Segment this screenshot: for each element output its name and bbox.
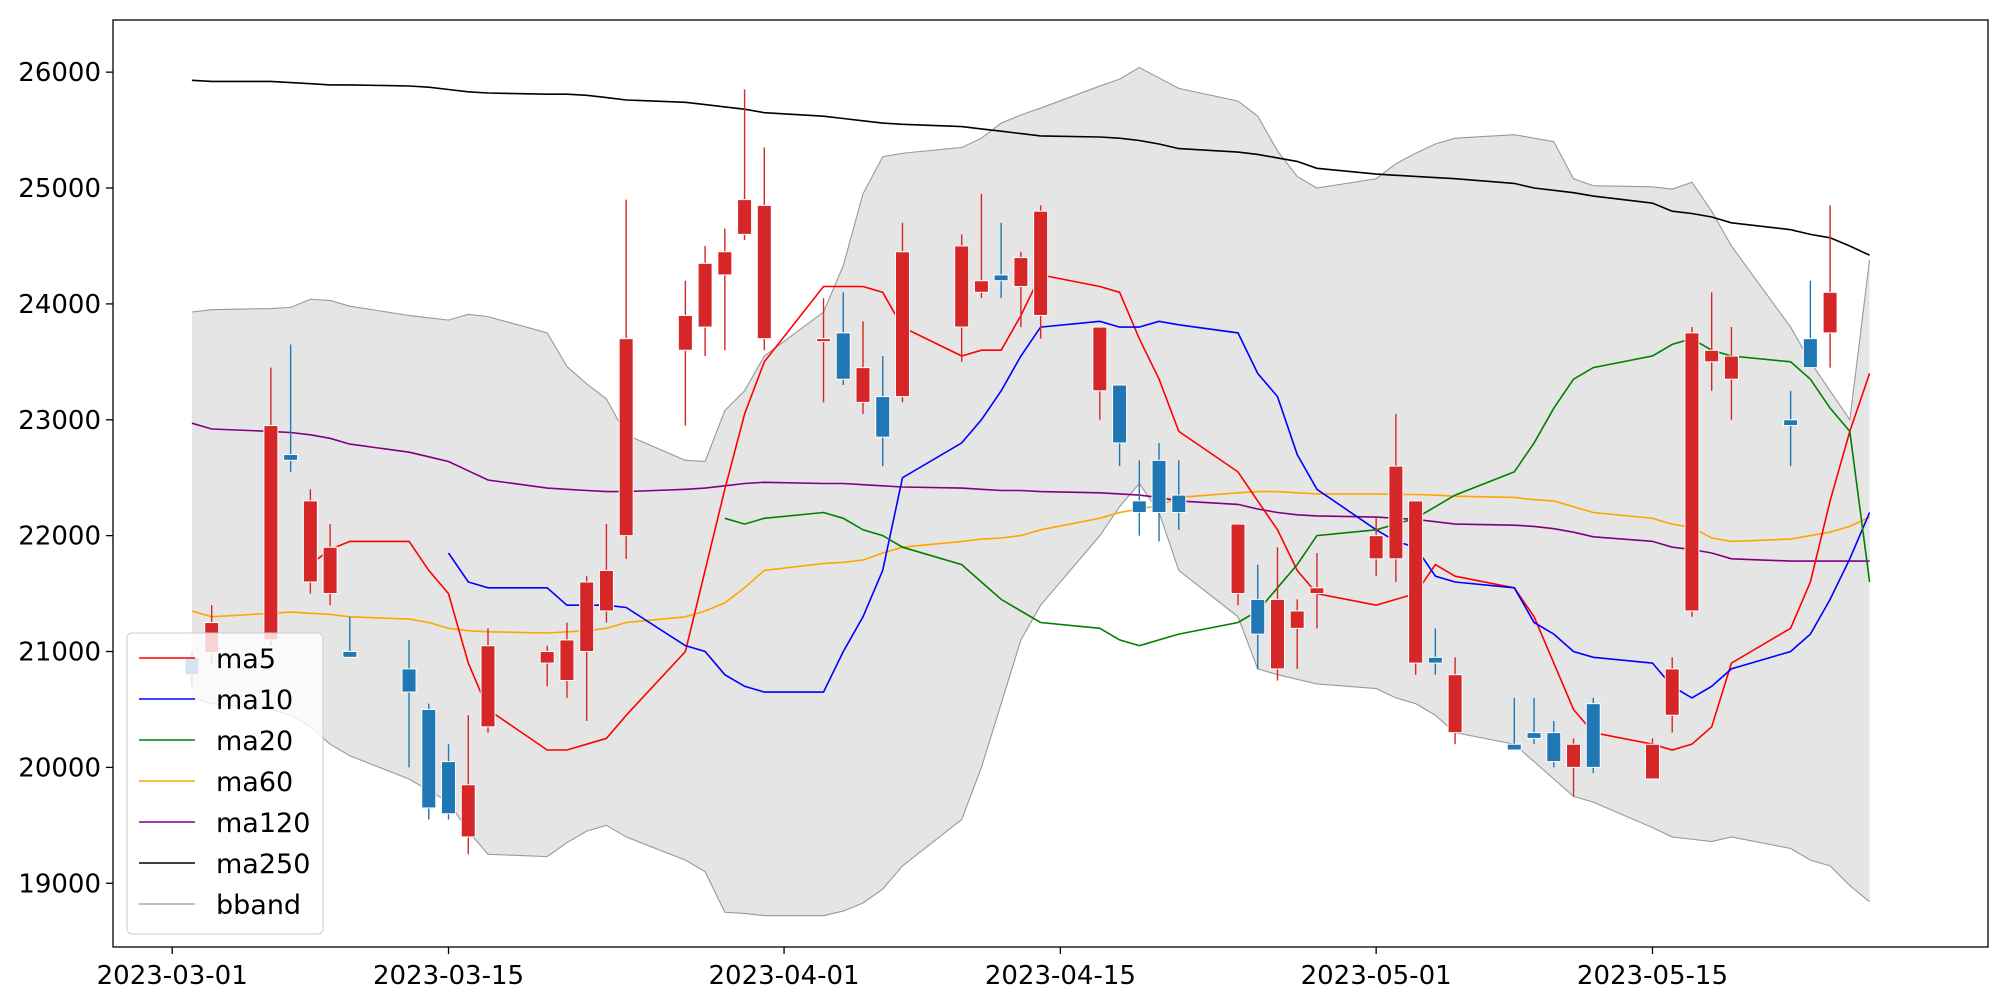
candle-body bbox=[1230, 523, 1246, 595]
candle-body bbox=[1704, 349, 1720, 363]
ma10-line bbox=[447, 320, 1871, 699]
candle-body bbox=[1506, 743, 1522, 751]
candle-body bbox=[1585, 703, 1601, 768]
candle-body bbox=[717, 251, 733, 276]
candle-body bbox=[816, 338, 832, 343]
y-tick-label: 24000 bbox=[18, 290, 101, 320]
x-tick-label: 2023-05-15 bbox=[1577, 961, 1728, 991]
y-tick-label: 19000 bbox=[18, 869, 101, 899]
x-tick-label: 2023-05-01 bbox=[1301, 961, 1452, 991]
x-axis: 2023-03-01 2023-03-15 2023-04-01 2023-04-15… bbox=[97, 947, 1728, 991]
candle-body bbox=[322, 546, 338, 595]
candle-body bbox=[1289, 610, 1305, 629]
candle-body bbox=[1546, 732, 1562, 763]
legend: ma5 ma10 ma20 ma60 ma120 ma250 bband bbox=[126, 632, 324, 935]
legend-label-ma250: ma250 bbox=[216, 849, 310, 880]
candle-body bbox=[894, 251, 910, 398]
candle-body bbox=[302, 500, 318, 583]
candle-body bbox=[1131, 500, 1147, 513]
candle-body bbox=[401, 668, 417, 693]
x-tick-label: 2023-04-01 bbox=[708, 961, 859, 991]
ma5-line bbox=[309, 273, 1871, 751]
candle-body bbox=[1013, 257, 1029, 288]
candle-body bbox=[1684, 332, 1700, 612]
x-tick-label: 2023-03-01 bbox=[97, 961, 248, 991]
candle-body bbox=[1822, 291, 1838, 334]
legend-label-ma10: ma10 bbox=[216, 685, 293, 716]
y-tick-label: 21000 bbox=[18, 638, 101, 668]
y-tick-label: 20000 bbox=[18, 753, 101, 783]
candle-body bbox=[263, 425, 279, 641]
candle-body bbox=[855, 367, 871, 403]
legend-label-ma60: ma60 bbox=[216, 767, 293, 798]
candle-body bbox=[1112, 384, 1128, 444]
ma60-line bbox=[191, 490, 1870, 634]
candle-body bbox=[1151, 459, 1167, 513]
candle-body bbox=[1664, 668, 1680, 716]
candlesticks-layer bbox=[184, 89, 1838, 855]
legend-box bbox=[126, 632, 324, 935]
y-tick-label: 23000 bbox=[18, 406, 101, 436]
legend-label-ma120: ma120 bbox=[216, 808, 310, 839]
candle-body bbox=[954, 245, 970, 328]
candle-body bbox=[342, 651, 358, 658]
candle-body bbox=[1033, 210, 1049, 316]
candle-body bbox=[539, 651, 555, 664]
candle-body bbox=[875, 396, 891, 438]
candle-body bbox=[441, 761, 457, 815]
candle-body bbox=[1427, 656, 1443, 664]
candle-body bbox=[756, 204, 772, 340]
candle-body bbox=[737, 199, 753, 235]
candle-body bbox=[1447, 674, 1463, 734]
ma250-line bbox=[191, 79, 1870, 256]
plot-area-frame bbox=[112, 19, 1989, 948]
legend-label-bband: bband bbox=[216, 890, 301, 921]
candle-body bbox=[835, 332, 851, 380]
x-tick-label: 2023-03-15 bbox=[373, 961, 524, 991]
candle-body bbox=[677, 314, 693, 351]
candle-body bbox=[973, 280, 989, 293]
candle-body bbox=[618, 338, 634, 537]
candle-body bbox=[283, 454, 299, 461]
candle-body bbox=[1368, 535, 1384, 560]
legend-label-ma5: ma5 bbox=[216, 644, 276, 675]
candle-body bbox=[421, 708, 437, 809]
candle-body bbox=[1723, 355, 1739, 380]
candle-body bbox=[1269, 598, 1285, 670]
candle-body bbox=[598, 569, 614, 612]
candle-body bbox=[1250, 598, 1266, 635]
candle-body bbox=[1408, 500, 1424, 664]
y-tick-label: 25000 bbox=[18, 174, 101, 204]
y-axis: 19000 20000 21000 22000 23000 24000 25000 26000 bbox=[18, 58, 113, 899]
candle-body bbox=[1171, 494, 1187, 513]
legend-label-ma20: ma20 bbox=[216, 726, 293, 757]
candle-body bbox=[460, 784, 476, 838]
candle-body bbox=[1566, 743, 1582, 768]
y-tick-label: 26000 bbox=[18, 58, 101, 88]
candle-body bbox=[579, 581, 595, 653]
candle-body bbox=[480, 645, 496, 728]
candle-body bbox=[1092, 326, 1108, 392]
candle-body bbox=[1309, 587, 1325, 595]
candle-body bbox=[697, 262, 713, 328]
candle-body bbox=[1802, 338, 1818, 369]
candle-body bbox=[993, 274, 1009, 282]
bband-upper-line bbox=[191, 66, 1871, 463]
candle-body bbox=[559, 639, 575, 681]
candle-body bbox=[1644, 743, 1660, 780]
y-tick-label: 22000 bbox=[18, 522, 101, 552]
ma120-line bbox=[191, 422, 1870, 562]
x-tick-label: 2023-04-15 bbox=[985, 961, 1136, 991]
candle-body bbox=[1388, 465, 1404, 560]
candle-body bbox=[1526, 732, 1542, 739]
candle-body bbox=[1783, 419, 1799, 427]
